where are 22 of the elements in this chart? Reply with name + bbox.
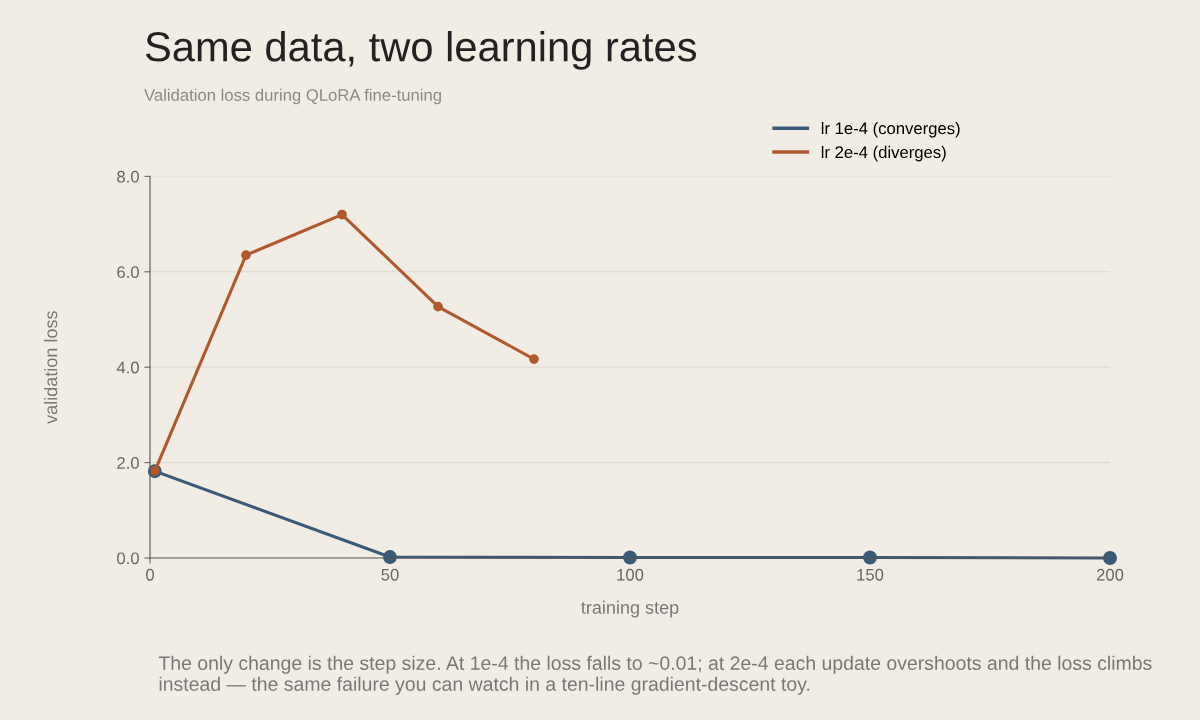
y-tick-label: 4.0: [116, 361, 139, 374]
x-axis-title: training step: [581, 600, 679, 618]
chart-subtitle: Validation loss during QLoRA fine-tuning: [144, 88, 441, 105]
y-axis-title: validation loss: [44, 311, 58, 424]
x-tick-label: 100: [617, 568, 644, 581]
text: The only change is the step size. At 1e-4 the loss falls to ~0.01; at 2e-4 each update overshoots and the loss climbs instead — the same failure you can watch in a ten-line gradient-descent toy.: [158, 655, 1152, 695]
x-tick-label: 150: [857, 568, 884, 581]
point: [337, 209, 347, 220]
x-tick-label: 0: [146, 568, 154, 581]
point: [433, 301, 443, 312]
x-tick-label: 50: [381, 568, 399, 581]
chart-title: Same data, two learning rates: [145, 31, 697, 70]
legend-label: lr 1e-4 (converges): [821, 121, 960, 138]
y-tick-label: 6.0: [117, 266, 139, 278]
y-tick-label: 2.0: [117, 457, 139, 469]
point: [1103, 551, 1117, 565]
y-tick-label: 0.0: [117, 552, 139, 565]
legend-label: lr 2e-4 (diverges): [821, 145, 946, 162]
point: [241, 250, 251, 260]
x-tick-label: 200: [1096, 568, 1124, 581]
point: [529, 354, 539, 364]
y-tick-label: 8.0: [117, 170, 139, 183]
